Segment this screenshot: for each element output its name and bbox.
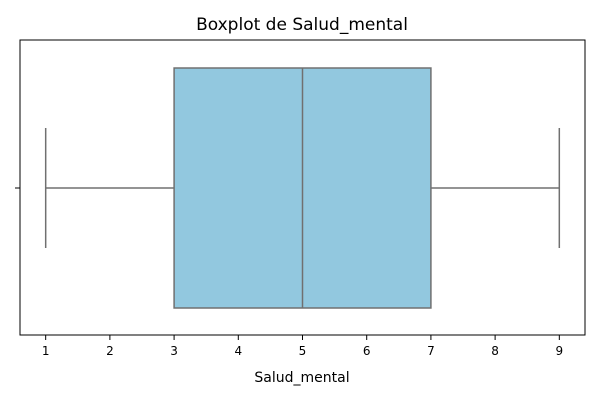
x-ticks: 1 2 3 4 5 6 7 8 9 bbox=[42, 335, 563, 358]
x-tick-label: 3 bbox=[170, 344, 178, 358]
box-group bbox=[44, 67, 561, 309]
x-tick-label: 2 bbox=[106, 344, 114, 358]
x-tick-label: 7 bbox=[427, 344, 435, 358]
x-tick-label: 8 bbox=[491, 344, 499, 358]
x-tick-label: 5 bbox=[299, 344, 307, 358]
x-tick-label: 6 bbox=[363, 344, 371, 358]
x-tick-label: 9 bbox=[555, 344, 563, 358]
x-axis-label: Salud_mental bbox=[254, 370, 349, 386]
x-tick-label: 1 bbox=[42, 344, 50, 358]
chart-title: Boxplot de Salud_mental bbox=[196, 15, 408, 35]
x-tick-label: 4 bbox=[234, 344, 242, 358]
